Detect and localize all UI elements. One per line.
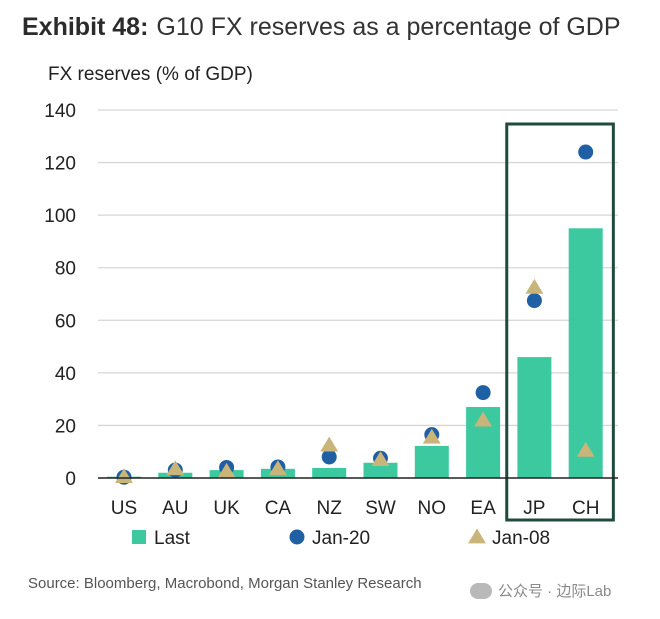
jan08-marker-sw [371, 451, 390, 466]
jan20-marker-jp [526, 293, 542, 309]
legend-swatch-jan08 [468, 528, 486, 544]
x-tick-label: NZ [317, 498, 343, 519]
marker-layer [115, 144, 595, 485]
legend-label: Last [154, 528, 191, 549]
bar-nz [312, 468, 347, 478]
bar-no [414, 445, 449, 478]
y-tick-label: 100 [44, 206, 76, 227]
chart-title: Exhibit 48: G10 FX reserves as a percenta… [22, 10, 621, 44]
highlight-box [505, 122, 615, 522]
jan20-marker-ch [578, 144, 594, 160]
jan08-marker-us [115, 468, 133, 484]
jan08-marker-ch [576, 441, 595, 457]
x-tick-label: US [111, 498, 137, 519]
source-note: Source: Bloomberg, Macrobond, Morgan Sta… [28, 575, 422, 592]
y-tick-label: 40 [55, 364, 76, 385]
jan08-marker-jp [525, 278, 544, 294]
axis-layer: 0 20 40 60 80 100 120 140 US AU UK CA NZ SW NO EA JP CH [44, 101, 618, 522]
jan08-marker-no [422, 428, 441, 444]
jan08-marker-nz [320, 436, 339, 452]
legend-label: Jan-20 [312, 528, 370, 549]
jan08-marker-uk [217, 462, 236, 478]
legend-swatch-last [132, 530, 146, 544]
legend-swatch-jan20 [289, 529, 305, 545]
y-tick-label: 140 [44, 101, 76, 122]
exhibit-title: G10 FX reserves as a percentage of GDP [156, 13, 621, 41]
x-tick-label: SW [365, 498, 396, 519]
watermark: 公众号 · 边际Lab [470, 580, 611, 601]
bar-jp [517, 357, 552, 478]
x-tick-label: AU [162, 498, 188, 519]
bar-layer [107, 228, 603, 478]
y-tick-label: 120 [44, 154, 76, 175]
jan20-marker-nz [321, 449, 337, 465]
x-tick-label: JP [523, 498, 545, 519]
y-tick-label: 0 [65, 469, 76, 490]
x-tick-label: NO [418, 498, 447, 519]
bar-sw [363, 462, 398, 478]
bar-ch [568, 228, 603, 478]
x-tick-label: CH [572, 498, 599, 519]
legend-layer: Last Jan-20 Jan-08 [132, 528, 550, 549]
jan08-marker-ca [268, 460, 287, 476]
jan08-marker-ea [474, 411, 493, 427]
y-tick-label: 20 [55, 416, 76, 437]
x-tick-label: EA [470, 498, 496, 519]
y-axis-label: FX reserves (% of GDP) [48, 64, 253, 85]
x-tick-label: UK [213, 498, 240, 519]
watermark-text: 公众号 · 边际Lab [498, 583, 612, 600]
x-tick-label: CA [265, 498, 292, 519]
y-tick-label: 80 [55, 259, 76, 280]
exhibit-number: Exhibit 48: [22, 13, 149, 41]
y-tick-label: 60 [55, 311, 76, 332]
legend-label: Jan-08 [492, 528, 550, 549]
jan08-marker-au [166, 460, 185, 476]
wechat-icon [470, 582, 492, 599]
jan20-marker-ea [475, 385, 491, 401]
